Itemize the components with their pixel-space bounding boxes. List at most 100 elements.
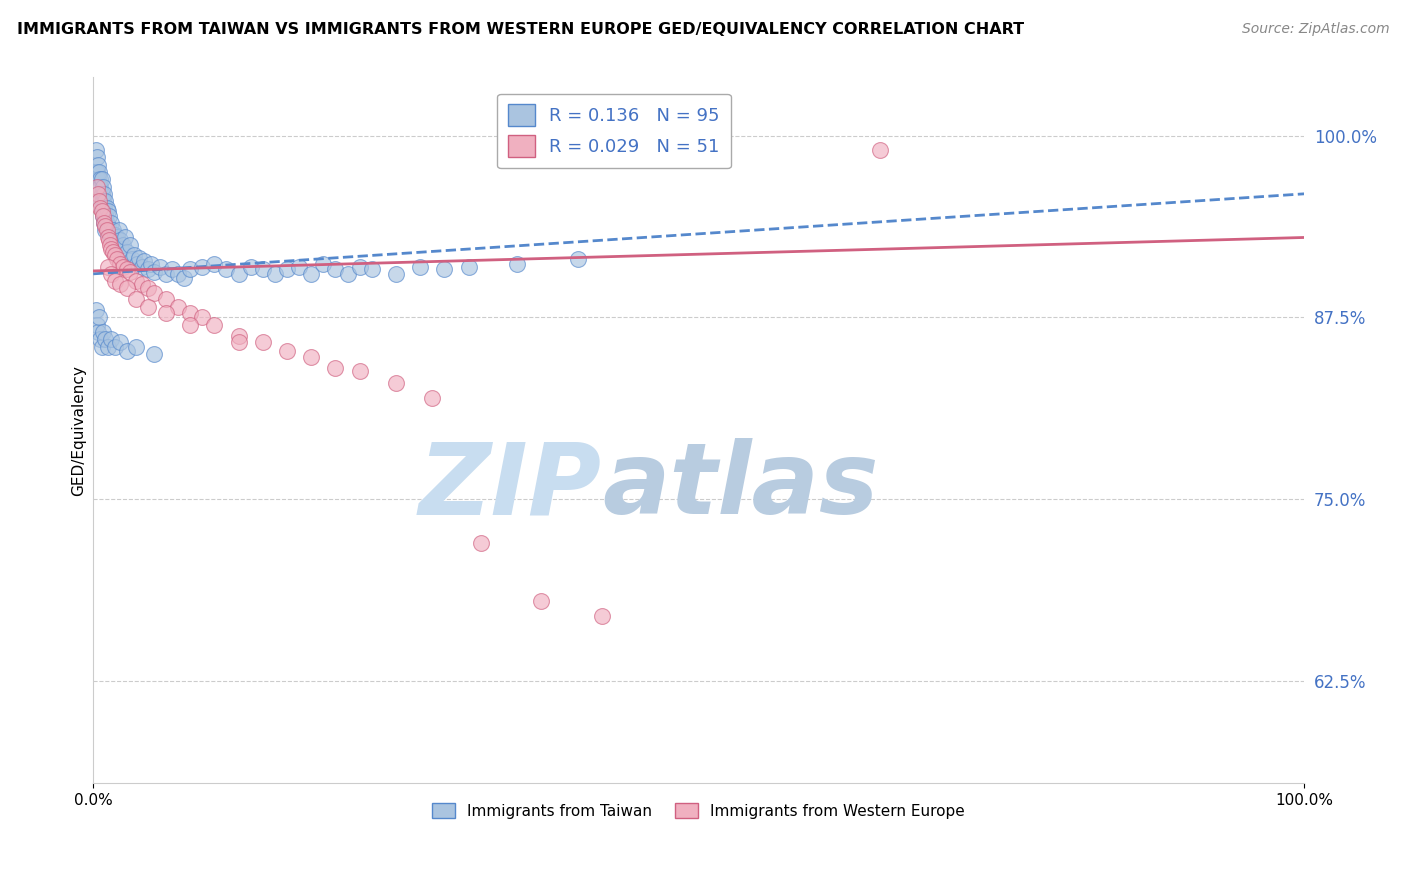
Point <box>110 242 132 256</box>
Point <box>276 262 298 277</box>
Point <box>457 260 479 274</box>
Text: atlas: atlas <box>602 438 879 535</box>
Point <box>93 186 115 201</box>
Point <box>100 332 122 346</box>
Text: Source: ZipAtlas.com: Source: ZipAtlas.com <box>1241 22 1389 37</box>
Point <box>142 347 165 361</box>
Point <box>108 233 131 247</box>
Point <box>160 262 183 277</box>
Point <box>179 306 201 320</box>
Point <box>97 230 120 244</box>
Point <box>87 186 110 201</box>
Point <box>90 186 112 201</box>
Point <box>385 267 408 281</box>
Point <box>142 265 165 279</box>
Point <box>530 594 553 608</box>
Point <box>115 343 138 358</box>
Point <box>97 233 120 247</box>
Point <box>98 227 121 242</box>
Point <box>84 303 107 318</box>
Point <box>107 230 129 244</box>
Point <box>90 172 112 186</box>
Point <box>433 262 456 277</box>
Point <box>93 202 115 216</box>
Point <box>107 252 129 267</box>
Point <box>506 257 529 271</box>
Point <box>252 262 274 277</box>
Point <box>107 223 129 237</box>
Point <box>100 267 122 281</box>
Point <box>202 318 225 332</box>
Point <box>96 223 118 237</box>
Point <box>167 301 190 315</box>
Point <box>89 332 111 346</box>
Point <box>112 260 135 274</box>
Point <box>100 230 122 244</box>
Point <box>131 277 153 291</box>
Point <box>104 340 127 354</box>
Point <box>91 194 114 208</box>
Point <box>124 340 146 354</box>
Point <box>360 262 382 277</box>
Point <box>263 267 285 281</box>
Point <box>239 260 262 274</box>
Point <box>84 143 107 157</box>
Y-axis label: GED/Equivalency: GED/Equivalency <box>72 365 86 496</box>
Point <box>118 237 141 252</box>
Point <box>115 262 138 277</box>
Point <box>104 248 127 262</box>
Point <box>89 186 111 201</box>
Point <box>567 252 589 267</box>
Point <box>100 242 122 256</box>
Point <box>142 285 165 300</box>
Point <box>94 219 117 233</box>
Point <box>202 257 225 271</box>
Point <box>93 216 115 230</box>
Point <box>87 158 110 172</box>
Point <box>101 223 124 237</box>
Point <box>96 202 118 216</box>
Point <box>89 179 111 194</box>
Point <box>128 251 150 265</box>
Legend: Immigrants from Taiwan, Immigrants from Western Europe: Immigrants from Taiwan, Immigrants from … <box>426 797 972 825</box>
Point <box>104 227 127 242</box>
Point <box>173 271 195 285</box>
Point <box>252 335 274 350</box>
Point <box>124 292 146 306</box>
Point <box>93 216 115 230</box>
Point <box>94 223 117 237</box>
Point <box>124 274 146 288</box>
Point <box>103 233 125 247</box>
Point <box>91 325 114 339</box>
Point <box>90 340 112 354</box>
Text: ZIP: ZIP <box>419 438 602 535</box>
Point <box>136 262 159 277</box>
Point <box>869 143 891 157</box>
Point <box>115 245 138 260</box>
Point <box>149 260 172 274</box>
Point <box>179 318 201 332</box>
Point <box>108 277 131 291</box>
Point <box>89 179 111 194</box>
Point <box>90 202 112 216</box>
Point <box>215 262 238 277</box>
Point <box>288 260 311 274</box>
Point <box>155 292 177 306</box>
Point <box>349 260 371 274</box>
Point <box>141 257 163 271</box>
Point <box>228 329 250 343</box>
Point <box>90 204 112 219</box>
Point <box>87 325 110 339</box>
Point <box>349 364 371 378</box>
Point <box>97 260 120 274</box>
Point <box>94 194 117 208</box>
Point <box>86 165 108 179</box>
Point <box>86 318 108 332</box>
Point <box>97 219 120 233</box>
Point <box>94 332 117 346</box>
Point <box>86 151 108 165</box>
Point <box>89 194 111 208</box>
Point <box>115 281 138 295</box>
Point <box>125 257 148 271</box>
Point <box>94 209 117 223</box>
